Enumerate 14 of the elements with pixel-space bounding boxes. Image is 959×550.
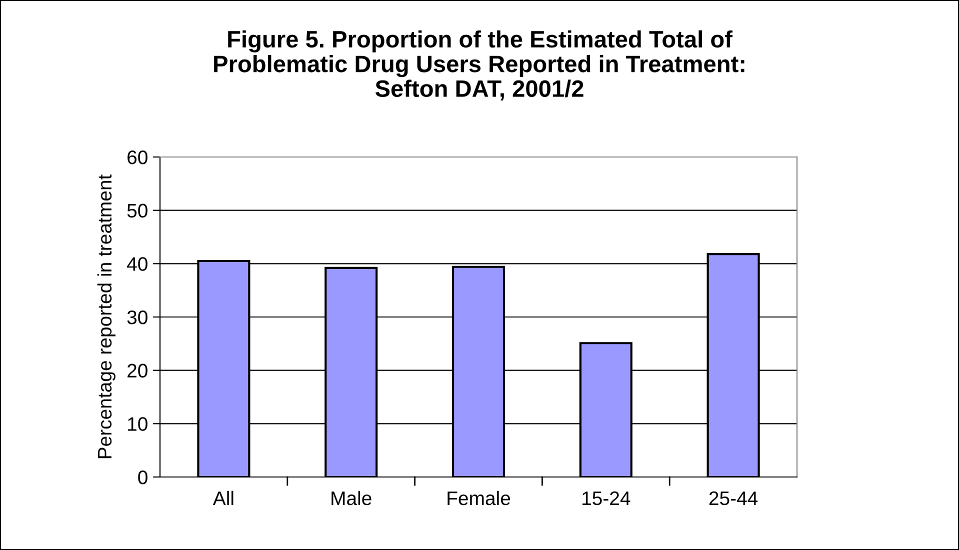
y-tick-label: 0	[138, 470, 148, 484]
y-tick-label: 40	[127, 257, 148, 271]
chart-title: Figure 5. Proportion of the Estimated Total of Problematic Drug Users Reported in Treatment: Sefton DAT, 2001/2	[214, 30, 744, 100]
y-tick-label: 10	[128, 417, 148, 431]
y-axis-title: Percentage reported in treatment	[97, 174, 116, 458]
x-tick-label: 25-44	[709, 491, 758, 506]
y-tick-label: 20	[128, 364, 148, 378]
x-tick-label: Female	[448, 490, 510, 506]
x-tick-label: Male	[332, 490, 372, 506]
y-tick-label: 50	[127, 204, 148, 218]
y-tick-label: 30	[127, 310, 148, 324]
x-tick-label: 15-24	[582, 491, 630, 506]
y-tick-label: 60	[128, 150, 148, 164]
x-tick-label: All	[212, 490, 234, 505]
